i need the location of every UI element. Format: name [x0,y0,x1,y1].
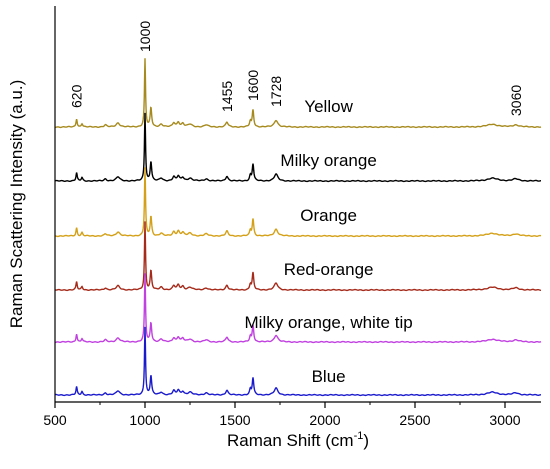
peak-annotation: 1600 [245,70,261,101]
series-milky-orange-white-tip [54,273,542,344]
series-line [54,167,542,238]
series-label: Red-orange [284,260,374,279]
x-tick-label: 3000 [489,412,520,428]
x-tick-label: 2000 [309,412,340,428]
series-line [54,58,542,129]
axes-layer: 500 1000 1500 2000 2500 3000 Raman Shift (cm-1… [7,6,541,450]
x-tick-label: 1500 [219,412,250,428]
peak-annotation: 620 [69,84,85,108]
x-tick-label: 1000 [129,412,160,428]
peak-annotation: 1455 [219,81,235,112]
series-label: Milky orange, white tip [245,313,413,332]
y-axis-title: Raman Scattering Intensity (a.u.) [7,80,26,329]
series-label: Yellow [304,97,353,116]
x-tick-label: 500 [43,412,67,428]
labels-layer: 620 1000 1455 1600 1728 3060 Yellow Milky orang… [69,21,524,386]
series-line [54,326,542,397]
series-line [54,112,542,183]
series-orange [54,167,542,238]
peak-annotation: 3060 [508,85,524,116]
series-label: Blue [312,367,346,386]
series-label: Milky orange [280,151,376,170]
series-red-orange [54,221,542,292]
x-axis-title: Raman Shift (cm-1) [227,430,369,450]
series-label: Orange [300,206,357,225]
series-layer [54,58,542,397]
series-milky-orange [54,112,542,183]
peak-annotation: 1728 [268,76,284,107]
series-yellow [54,58,542,129]
peak-annotation: 1000 [137,21,153,52]
series-blue [54,326,542,397]
x-tick-label: 2500 [399,412,430,428]
series-line [54,221,542,292]
series-line [54,273,542,344]
